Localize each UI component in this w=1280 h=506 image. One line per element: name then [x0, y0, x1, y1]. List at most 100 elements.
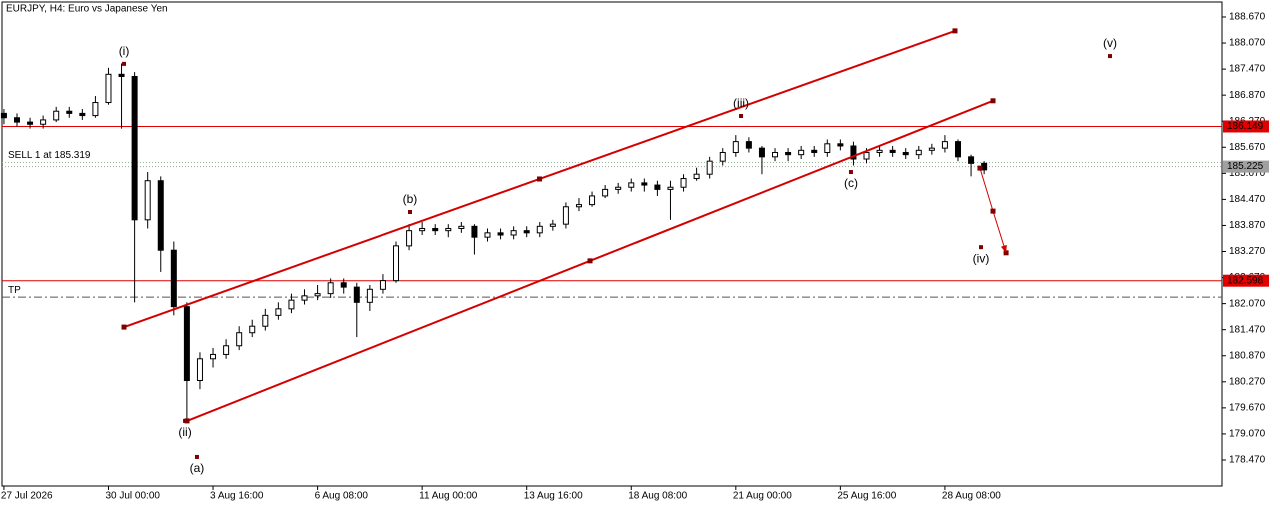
candle-body	[249, 325, 256, 334]
wave-marker	[739, 114, 744, 119]
candle-body	[275, 308, 282, 316]
candle-body	[680, 178, 687, 188]
candle-body	[288, 299, 295, 310]
candle-body	[53, 110, 60, 121]
candle-body	[628, 182, 635, 188]
candle-body	[850, 145, 857, 160]
candle-body	[27, 121, 34, 125]
candle-body	[366, 288, 373, 303]
candle-body	[419, 227, 426, 232]
trendline-handle	[121, 324, 127, 330]
candle-body	[183, 306, 190, 382]
trendline-midpoint	[587, 258, 593, 264]
candle-body	[523, 230, 530, 234]
trendline-midpoint	[537, 176, 543, 182]
x-tick-label: 6 Aug 08:00	[315, 491, 369, 502]
y-tick-label: 188.670	[1229, 12, 1266, 23]
candle-body	[837, 143, 844, 147]
candle-body	[549, 223, 556, 227]
candle-body	[301, 295, 308, 301]
wave-marker	[1107, 54, 1112, 59]
candle-body	[902, 151, 909, 156]
candle-body	[536, 225, 543, 234]
wave-label: (a)	[190, 461, 205, 475]
candle-body	[170, 249, 177, 308]
candle-body	[79, 112, 86, 117]
candle-body	[510, 230, 517, 236]
candle-body	[798, 149, 805, 156]
candle-body	[314, 293, 321, 297]
wave-marker	[122, 61, 127, 66]
x-tick-label: 30 Jul 00:00	[105, 491, 160, 502]
price-box	[1223, 160, 1269, 173]
candle-body	[236, 332, 243, 347]
x-tick-label: 21 Aug 00:00	[733, 491, 792, 502]
candle-body	[863, 151, 870, 160]
price-box-label: 182.598	[1227, 275, 1264, 286]
candle-body	[706, 160, 713, 175]
candle-body	[92, 102, 99, 117]
y-tick-label: 178.470	[1229, 455, 1266, 466]
candle-body	[196, 358, 203, 382]
projection-arrowhead	[1000, 244, 1007, 253]
price-box	[1223, 120, 1269, 133]
candle-body	[327, 282, 334, 295]
candle-body	[105, 73, 112, 104]
chart-title: EURJPY, H4: Euro vs Japanese Yen	[6, 4, 168, 15]
wave-label: (ii)	[178, 425, 191, 439]
x-tick-label: 27 Jul 2026	[1, 491, 53, 502]
candle-body	[340, 282, 347, 288]
candle-body	[471, 225, 478, 238]
wave-marker	[194, 454, 199, 459]
candle-body	[131, 75, 138, 221]
candle-body	[785, 151, 792, 156]
x-tick-label: 18 Aug 08:00	[628, 491, 687, 502]
candle-body	[928, 147, 935, 151]
level-label: SELL 1 at 185.319	[8, 150, 91, 161]
wave-label: (v)	[1103, 36, 1117, 50]
candle-body	[615, 186, 622, 190]
level-label: TP	[8, 285, 21, 296]
candle-body	[445, 227, 452, 232]
candle-body	[223, 345, 230, 355]
candle-body	[667, 186, 674, 190]
candle-body	[157, 180, 164, 251]
y-tick-label: 184.470	[1229, 194, 1266, 205]
y-tick-label: 182.070	[1229, 298, 1266, 309]
projection-point	[977, 165, 983, 171]
x-tick-label: 13 Aug 16:00	[524, 491, 583, 502]
y-tick-label: 180.870	[1229, 350, 1266, 361]
candle-body	[13, 117, 20, 123]
candle-body	[719, 151, 726, 162]
wave-marker	[183, 418, 188, 423]
candle-body	[118, 73, 125, 77]
candle-body	[484, 232, 491, 238]
candle-body	[954, 141, 961, 158]
price-box	[1223, 274, 1269, 287]
candle-body	[732, 141, 739, 153]
wave-marker	[978, 245, 983, 250]
y-tick-label: 186.870	[1229, 90, 1266, 101]
wave-label: (i)	[119, 44, 130, 58]
projection-point	[990, 208, 996, 214]
candle-body	[745, 141, 752, 149]
y-tick-label: 185.070	[1229, 168, 1266, 179]
price-box-label: 186.149	[1227, 121, 1264, 132]
y-tick-label: 185.670	[1229, 142, 1266, 153]
candle-body	[210, 353, 217, 360]
wave-marker	[407, 209, 412, 214]
price-box-label: 185.225	[1227, 161, 1264, 172]
candle-body	[379, 280, 386, 290]
candle-body	[772, 151, 779, 158]
candle-body	[968, 156, 975, 164]
candle-body	[602, 188, 609, 197]
y-tick-label: 179.070	[1229, 429, 1266, 440]
wave-label: (c)	[844, 176, 858, 190]
candle-body	[941, 141, 948, 149]
candle-body	[562, 206, 569, 225]
x-tick-label: 25 Aug 16:00	[837, 491, 896, 502]
y-tick-label: 181.470	[1229, 324, 1266, 335]
wave-label: (b)	[403, 192, 418, 206]
candle-body	[641, 182, 648, 186]
